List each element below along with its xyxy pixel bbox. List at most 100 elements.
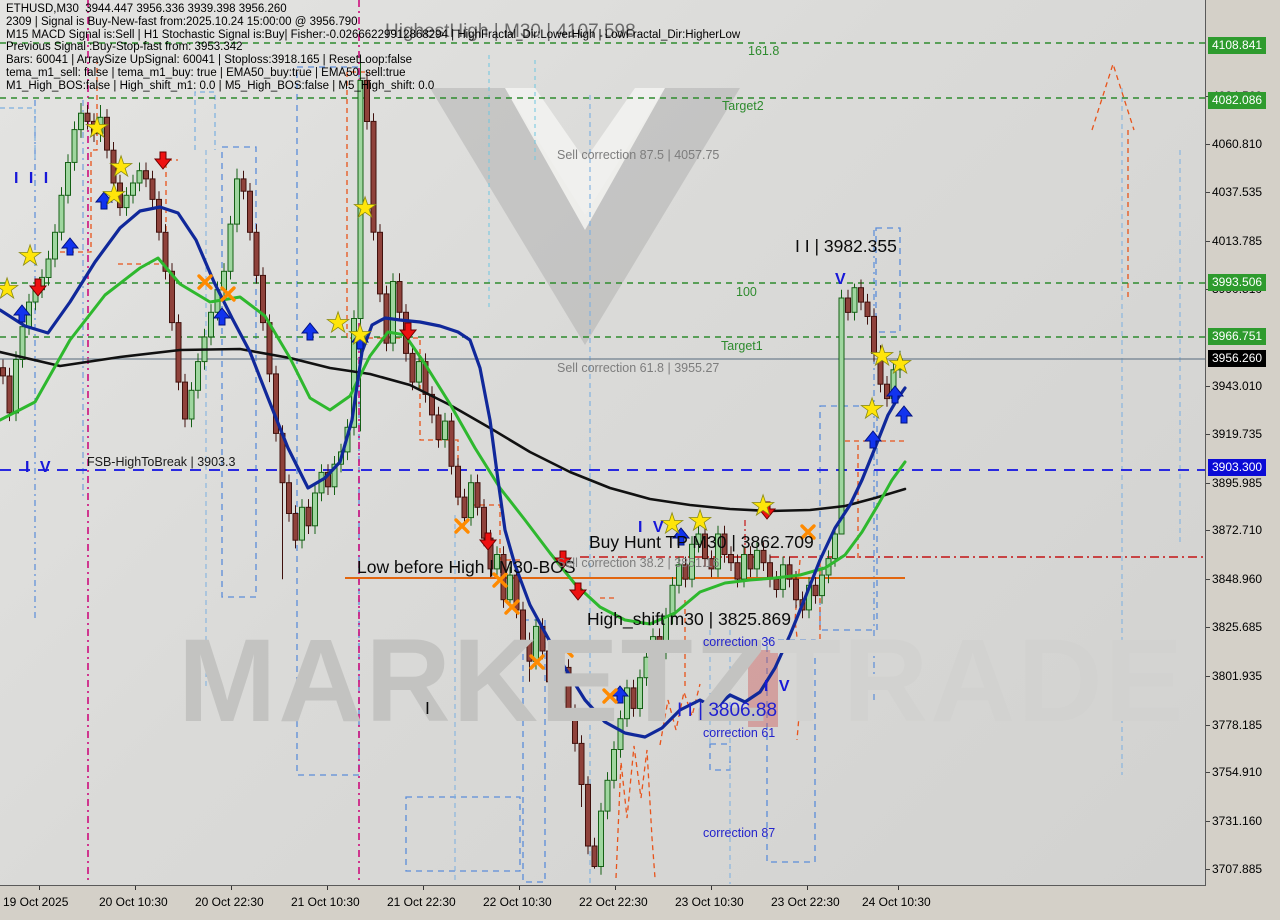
target1-label[interactable]: Target1: [721, 339, 763, 353]
candle-body: [572, 712, 578, 744]
candle-body: [877, 352, 884, 385]
x-cross-icon[interactable]: [800, 524, 816, 540]
star-signal-icon[interactable]: ★: [750, 489, 776, 523]
sell-correction-38[interactable]: Sell correction 38.2 | 3851.16: [557, 556, 720, 570]
sell-arrow-icon[interactable]: [28, 278, 48, 297]
fractal-range-box-6[interactable]: [819, 405, 878, 631]
correction-ii-3806[interactable]: I I | 3806.88: [677, 700, 778, 721]
star-signal-icon[interactable]: ★: [17, 239, 43, 273]
sell-arrow-icon[interactable]: [398, 322, 418, 341]
x-cross-icon[interactable]: [602, 688, 618, 704]
buy-arrow-icon[interactable]: [12, 304, 32, 323]
roman-iv-right[interactable]: I V: [764, 678, 793, 695]
sell-arrow-icon[interactable]: [757, 501, 777, 520]
sell-arrow-icon[interactable]: [153, 151, 173, 170]
target2-label[interactable]: Target2: [722, 99, 764, 113]
roman-iv-mid[interactable]: I V: [638, 519, 667, 536]
candle-body: [182, 381, 188, 420]
x-cross-icon[interactable]: [504, 599, 520, 615]
buy-arrow-icon[interactable]: [94, 191, 114, 210]
star-signal-icon[interactable]: ★: [0, 272, 20, 306]
star-signal-icon[interactable]: ★: [352, 191, 378, 225]
envelope-band-9: [1091, 61, 1135, 300]
price-tick-label: 3754.910: [1212, 765, 1263, 780]
fractal-range-box-5[interactable]: [766, 639, 816, 863]
buy-arrow-icon[interactable]: [894, 405, 914, 424]
star-signal-icon[interactable]: ★: [84, 111, 110, 145]
x-cross-icon[interactable]: [529, 654, 545, 670]
star-signal-icon[interactable]: ★: [887, 347, 913, 381]
correction-61[interactable]: correction 61: [703, 726, 776, 740]
fractal-range-box-2[interactable]: [405, 796, 521, 872]
buy-arrow-icon[interactable]: [300, 322, 320, 341]
buy-hunt-tp-label[interactable]: Buy Hunt TP M30 | 3862.709: [589, 532, 814, 552]
candle-body: [760, 549, 767, 564]
candle-body: [832, 533, 838, 560]
candle-body: [396, 281, 403, 313]
fractal-range-box-7[interactable]: [875, 227, 901, 333]
roman-iii[interactable]: I I I: [14, 170, 52, 187]
time-tick-label: 21 Oct 22:30: [387, 895, 456, 909]
buy-arrow-icon[interactable]: [610, 685, 630, 704]
star-signal-icon[interactable]: ★: [687, 504, 713, 538]
sell-arrow-icon[interactable]: [478, 532, 498, 551]
sell-correction-61[interactable]: Sell correction 61.8 | 3955.27: [557, 361, 720, 375]
roman-i[interactable]: I: [425, 698, 430, 718]
fsb-high-to-break-label[interactable]: FSB-HighToBreak | 3903.3: [87, 455, 236, 469]
buy-arrow-icon[interactable]: [350, 331, 370, 350]
fractal-range-box-0[interactable]: [221, 146, 257, 598]
candle-body: [97, 116, 104, 135]
star-signal-icon[interactable]: ★: [869, 339, 895, 373]
candle-body: [227, 223, 234, 272]
buy-arrow-icon[interactable]: [212, 307, 232, 326]
fib-100-label[interactable]: 100: [736, 285, 757, 299]
star-signal-icon[interactable]: ★: [859, 392, 885, 426]
correction-36[interactable]: correction 36: [703, 635, 776, 649]
candle-body: [260, 274, 266, 324]
roman-iv-left[interactable]: I V: [25, 459, 54, 476]
candle-body: [481, 506, 487, 539]
correction-87[interactable]: correction 87: [703, 826, 776, 840]
x-cross-icon[interactable]: [454, 518, 470, 534]
candle-body: [721, 533, 728, 555]
x-cross-icon[interactable]: [558, 642, 574, 658]
buy-arrow-icon[interactable]: [863, 430, 883, 449]
time-axis[interactable]: 19 Oct 2025 20 Oct 10:30 20 Oct 22:30 21 Oc…: [0, 886, 1280, 920]
price-tick-mark: [1206, 868, 1210, 870]
price-axis[interactable]: 4084.5604060.8104037.5354013.7853990.510…: [1206, 0, 1280, 886]
x-cross-icon[interactable]: [197, 274, 213, 290]
buy-arrow-icon[interactable]: [60, 237, 80, 256]
x-cross-icon[interactable]: [492, 572, 508, 588]
envelope-band-1: [118, 159, 178, 265]
candle-body: [448, 420, 455, 467]
sell-correction-87[interactable]: Sell correction 87.5 | 4057.75: [557, 148, 720, 162]
price-tick-mark: [1206, 627, 1210, 629]
sell-arrow-icon[interactable]: [568, 582, 588, 601]
low-before-high-label[interactable]: Low before High | M30-BOS: [357, 557, 576, 577]
chart-plot-area[interactable]: MARKETZTRADE ★ ★ ★ ★ ★ ★ ★ ★ ★ ★ ★ ★ ★ ★ 161.8 Target2…: [0, 0, 1206, 886]
bos-high-label[interactable]: I I | 3982.355: [795, 236, 897, 256]
fib-161-8-label[interactable]: 161.8: [748, 44, 780, 58]
candle-body: [357, 79, 364, 320]
star-signal-icon[interactable]: ★: [659, 507, 685, 541]
star-signal-icon[interactable]: ★: [325, 306, 351, 340]
candle-body: [19, 326, 26, 361]
price-tick-mark: [1206, 579, 1210, 581]
buy-arrow-icon[interactable]: [885, 385, 905, 404]
candle-body: [286, 482, 292, 515]
star-signal-icon[interactable]: ★: [347, 318, 373, 352]
buy-arrow-icon[interactable]: [671, 527, 691, 546]
roman-v[interactable]: V: [835, 271, 849, 288]
star-signal-icon[interactable]: ★: [101, 178, 127, 212]
candle-body: [676, 564, 682, 586]
star-signal-icon[interactable]: ★: [108, 150, 134, 184]
candle-body: [741, 554, 747, 580]
x-cross-icon[interactable]: [220, 286, 236, 302]
high-shift-label[interactable]: High_shift m30 | 3825.869: [587, 609, 791, 629]
time-tick-mark: [327, 886, 328, 890]
price-tick-mark: [1206, 386, 1210, 388]
sell-arrow-icon[interactable]: [553, 550, 573, 569]
candle-body: [409, 352, 416, 383]
chart-canvas[interactable]: ★★★★★★★★★ ★ ★★★★: [0, 0, 1205, 885]
fractal-range-box-3[interactable]: [522, 619, 546, 883]
